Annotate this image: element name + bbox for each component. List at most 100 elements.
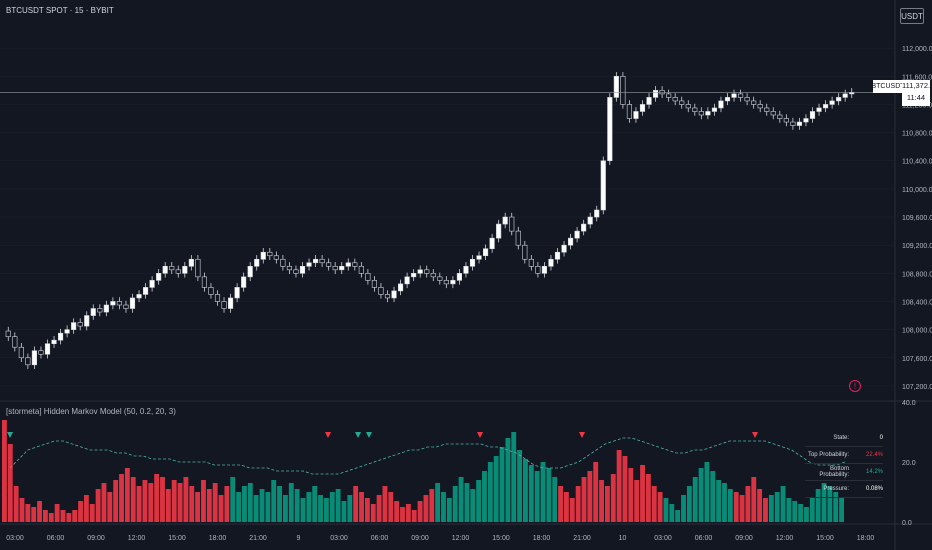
x-tick-label: 06:00 [47,535,65,542]
indicator-bar [669,504,675,522]
indicator-bar [839,498,844,522]
candle-body [424,269,430,274]
candle-body [600,160,606,211]
candle-body [201,276,207,288]
y-tick-label: 107,200.0 [902,384,932,391]
x-tick-label: 09:00 [411,535,429,542]
candle-body [149,280,155,288]
candle-body [332,265,338,271]
candle-body [836,97,842,102]
indicator-bar [470,489,476,522]
indicator-bar [107,492,113,522]
candle-body [796,121,802,126]
indicator-bar [552,477,558,522]
candle-body [803,118,809,123]
last-price-ticker: BTCUSDT [871,80,905,93]
indicator-bar [634,480,640,522]
candle-body [711,107,717,112]
indicator-bar [242,486,247,522]
x-tick-label: 03:00 [330,535,348,542]
indicator-bar [546,468,552,522]
candle-body [188,258,194,267]
stats-value: 22.4% [865,452,883,458]
indicator-bar [54,504,60,522]
candle-body [123,304,129,309]
indicator-bar [786,498,792,522]
indicator-bar [119,474,124,522]
indicator-bar [7,444,13,522]
candle-body [502,216,508,225]
candle-body [286,265,292,271]
indicator-bar [733,492,739,522]
indicator-bar [622,456,628,522]
candle-body [182,265,188,274]
indicator-bar [768,495,774,522]
indicator-bar [329,492,335,522]
x-tick-label: 15:00 [816,535,834,542]
indicator-bar [663,498,669,522]
y-tick-label: 110,800.0 [902,131,932,138]
indicator-bar [482,471,487,522]
indicator-bar [259,489,265,522]
indicator-bar [148,483,154,522]
candle-body [175,269,181,274]
stats-label: State: [833,435,849,441]
candle-body [548,258,554,267]
indicator-bar [364,498,370,522]
candle-body [744,97,750,102]
candle-body [633,111,639,119]
indicator-bar [165,489,171,522]
stats-row: Pressure: 0.08% [805,481,883,498]
candle-body [371,280,377,288]
alert-icon[interactable]: ! [849,380,861,392]
indicator-bar [640,465,645,522]
candle-body [339,265,345,271]
candle-body [469,258,476,267]
stats-row: State: 0 [805,430,883,447]
currency-button[interactable]: USDT [900,8,924,24]
indicator-bar [2,420,7,522]
indicator-bar [792,501,798,522]
candle-body [326,262,332,267]
signal-marker [477,432,483,438]
indicator-bar [511,432,517,522]
indicator-bar [388,492,394,522]
candle-body [44,343,51,355]
indicator-bar [288,483,294,522]
candle-body [51,339,57,345]
indicator-bar [575,486,581,522]
indicator-bar [657,492,663,522]
candle-body [450,280,456,285]
y-tick-label: 108,800.0 [902,271,932,278]
indicator-bar [599,480,604,522]
candle-body [143,287,149,295]
indicator-bar [283,495,288,522]
candle-body [476,255,482,260]
indicator-bar [505,438,511,522]
indicator-y-tick-label: 20.0 [902,460,916,467]
indicator-bar [745,486,751,522]
stats-row: Bottom Probability: 14.2% [805,464,883,481]
candle-body [764,107,770,112]
x-tick-label: 06:00 [371,535,389,542]
indicator-bar [300,498,306,522]
candle-body [116,301,122,306]
indicator-bar [160,477,165,522]
indicator-bar [48,513,54,522]
x-tick-label: 21:00 [573,535,591,542]
indicator-bar [19,498,25,522]
x-tick-label: 03:00 [6,535,24,542]
indicator-bar [370,504,376,522]
indicator-bar [95,489,101,522]
indicator-dashed-line [9,437,846,475]
candle-body [358,265,364,274]
x-tick-label: 09:00 [87,535,105,542]
indicator-y-tick-label: 40.0 [902,400,916,407]
x-tick-label: 18:00 [209,535,227,542]
indicator-bar [698,468,704,522]
candle-body [816,107,822,112]
candle-body [162,265,168,274]
indicator-bar [739,495,745,522]
price-countdown: 11:44 [906,93,926,102]
